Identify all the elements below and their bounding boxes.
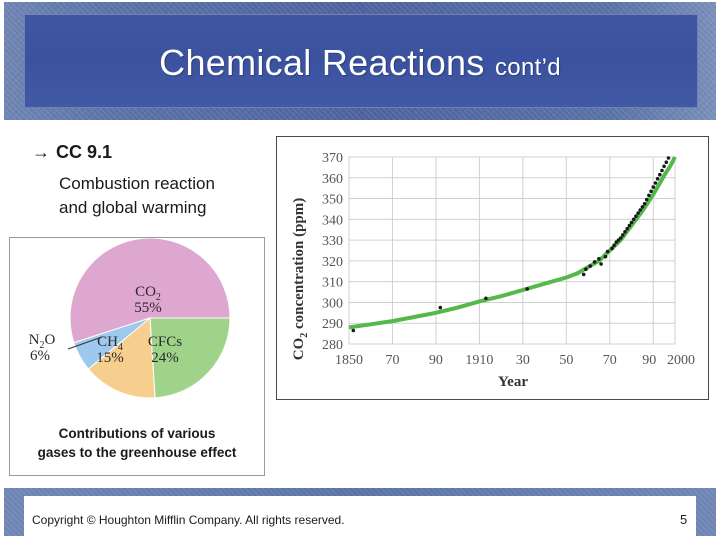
page-number: 5 bbox=[680, 512, 687, 527]
value-co2: 55% bbox=[134, 300, 162, 316]
data-point bbox=[606, 250, 610, 254]
x-tick-label: 1910 bbox=[465, 353, 493, 368]
pie-chart: CO2 55% CFCs 24% CH4 15% N2O 6% bbox=[10, 238, 264, 418]
data-point bbox=[652, 185, 656, 189]
copyright-text: Copyright © Houghton Mifflin Company. Al… bbox=[32, 513, 345, 527]
data-point bbox=[604, 255, 608, 259]
x-tick-label: 70 bbox=[603, 353, 617, 368]
bullet-item: → CC 9.1 bbox=[32, 142, 112, 163]
slide-title-suffix: cont’d bbox=[495, 54, 561, 81]
data-point bbox=[634, 214, 638, 218]
y-tick-label: 360 bbox=[322, 172, 343, 187]
x-tick-label: 90 bbox=[642, 353, 656, 368]
data-point bbox=[599, 262, 603, 266]
data-point bbox=[667, 156, 671, 160]
label-cfcs: CFCs bbox=[148, 334, 182, 350]
x-axis-label: Year bbox=[498, 374, 528, 390]
bullet-subtext: Combustion reaction and global warming bbox=[59, 172, 215, 220]
data-point bbox=[630, 221, 634, 225]
value-n2o: 6% bbox=[30, 348, 50, 364]
co2-chart-panel: 280 290 300 310 320 330 340 350 360 370 1850 70 90 1… bbox=[276, 136, 709, 400]
y-tick-label: 370 bbox=[322, 151, 343, 166]
pie-chart-panel: CO2 55% CFCs 24% CH4 15% N2O 6% Contribu… bbox=[9, 237, 265, 476]
data-point bbox=[610, 247, 614, 251]
data-point bbox=[584, 267, 588, 271]
x-tick-label: 2000 bbox=[667, 353, 695, 368]
x-tick-label: 50 bbox=[559, 353, 573, 368]
data-point bbox=[638, 208, 642, 212]
subtext-line-1: Combustion reaction bbox=[59, 172, 215, 196]
footer-band bbox=[4, 488, 716, 536]
x-tick-label: 70 bbox=[385, 353, 399, 368]
data-point bbox=[645, 198, 649, 202]
slide-title: Chemical Reactions cont’d bbox=[4, 42, 716, 84]
data-point bbox=[628, 224, 632, 228]
y-tick-label: 280 bbox=[322, 338, 343, 353]
pie-caption-line-2: gases to the greenhouse effect bbox=[10, 445, 264, 460]
data-point bbox=[649, 190, 653, 194]
y-tick-label: 350 bbox=[322, 193, 343, 208]
bullet-text: CC 9.1 bbox=[56, 142, 112, 162]
data-point bbox=[593, 260, 597, 264]
y-tick-label: 300 bbox=[322, 296, 343, 311]
data-point bbox=[352, 329, 356, 333]
data-point bbox=[660, 169, 664, 173]
y-tick-label: 340 bbox=[322, 213, 343, 228]
data-point bbox=[641, 205, 645, 209]
value-cfcs: 24% bbox=[151, 350, 179, 366]
y-tick-label: 320 bbox=[322, 255, 343, 270]
data-point bbox=[643, 202, 647, 206]
data-point bbox=[621, 233, 625, 237]
slide-title-main: Chemical Reactions bbox=[159, 42, 485, 83]
x-tick-label: 1850 bbox=[335, 353, 363, 368]
data-point bbox=[658, 173, 662, 177]
data-point bbox=[647, 194, 651, 198]
data-point bbox=[582, 273, 586, 277]
data-point bbox=[632, 218, 636, 222]
data-point bbox=[597, 257, 601, 261]
data-point bbox=[619, 236, 623, 240]
data-point bbox=[665, 160, 669, 164]
y-tick-label: 310 bbox=[322, 276, 343, 291]
data-point bbox=[525, 287, 529, 291]
y-tick-label: 290 bbox=[322, 317, 343, 332]
y-axis-label: CO2 concentration (ppm) bbox=[291, 198, 310, 361]
x-tick-label: 30 bbox=[516, 353, 530, 368]
co2-line-chart: 280 290 300 310 320 330 340 350 360 370 1850 70 90 1… bbox=[277, 137, 708, 399]
data-point bbox=[656, 177, 660, 181]
data-point bbox=[612, 244, 616, 248]
data-point bbox=[636, 211, 640, 215]
data-point bbox=[588, 264, 592, 268]
pie-caption-line-1: Contributions of various bbox=[10, 426, 264, 441]
value-ch4: 15% bbox=[96, 350, 124, 366]
y-tick-label: 330 bbox=[322, 234, 343, 249]
plot-area bbox=[349, 157, 675, 344]
data-point bbox=[623, 230, 627, 234]
data-point bbox=[439, 306, 443, 310]
data-point bbox=[625, 227, 629, 231]
title-banner: Chemical Reactions cont’d bbox=[4, 2, 716, 120]
subtext-line-2: and global warming bbox=[59, 196, 215, 220]
data-point bbox=[484, 297, 488, 301]
x-tick-label: 90 bbox=[429, 353, 443, 368]
data-point bbox=[654, 181, 658, 185]
data-point bbox=[662, 165, 666, 169]
arrow-icon: → bbox=[32, 142, 50, 162]
